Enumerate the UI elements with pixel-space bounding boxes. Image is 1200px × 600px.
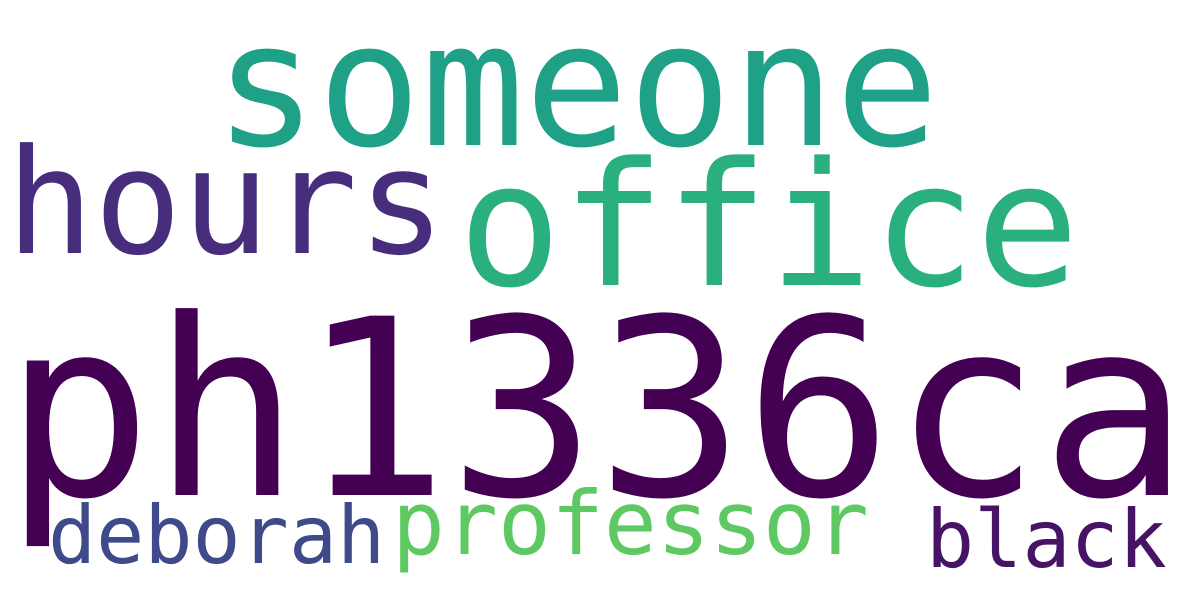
- word-hours: hours: [6, 118, 446, 288]
- word-deborah: deborah: [48, 489, 386, 582]
- word-professor: professor: [392, 472, 869, 575]
- word-office: office: [458, 125, 1080, 326]
- word-someone: someone: [214, 0, 939, 186]
- word-black: black: [926, 493, 1167, 586]
- word-ph1336can: ph1336can: [4, 268, 1200, 554]
